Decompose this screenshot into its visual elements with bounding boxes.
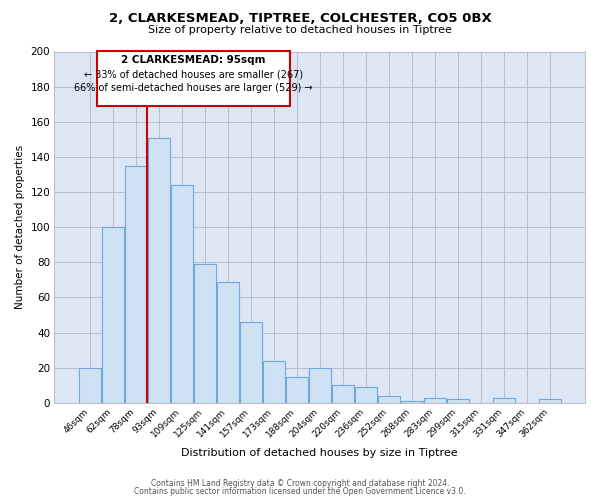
Text: 2 CLARKESMEAD: 95sqm: 2 CLARKESMEAD: 95sqm <box>121 55 265 65</box>
Bar <box>332 386 354 403</box>
Text: Contains HM Land Registry data © Crown copyright and database right 2024.: Contains HM Land Registry data © Crown c… <box>151 478 449 488</box>
Bar <box>79 368 101 403</box>
Bar <box>539 400 561 403</box>
Bar <box>446 400 469 403</box>
Text: 2, CLARKESMEAD, TIPTREE, COLCHESTER, CO5 0BX: 2, CLARKESMEAD, TIPTREE, COLCHESTER, CO5… <box>109 12 491 26</box>
Bar <box>194 264 216 403</box>
Text: 66% of semi-detached houses are larger (529) →: 66% of semi-detached houses are larger (… <box>74 83 313 93</box>
Y-axis label: Number of detached properties: Number of detached properties <box>15 145 25 310</box>
Bar <box>101 227 124 403</box>
Bar <box>401 401 423 403</box>
Text: Size of property relative to detached houses in Tiptree: Size of property relative to detached ho… <box>148 25 452 35</box>
Bar <box>263 360 285 403</box>
Bar <box>493 398 515 403</box>
FancyBboxPatch shape <box>97 52 290 106</box>
Bar <box>148 138 170 403</box>
X-axis label: Distribution of detached houses by size in Tiptree: Distribution of detached houses by size … <box>181 448 458 458</box>
Text: Contains public sector information licensed under the Open Government Licence v3: Contains public sector information licen… <box>134 487 466 496</box>
Bar <box>170 185 193 403</box>
Bar <box>377 396 400 403</box>
Bar <box>286 376 308 403</box>
Bar <box>308 368 331 403</box>
Bar <box>217 282 239 403</box>
Bar <box>239 322 262 403</box>
Bar <box>125 166 147 403</box>
Bar <box>424 398 446 403</box>
Bar <box>355 387 377 403</box>
Text: ← 33% of detached houses are smaller (267): ← 33% of detached houses are smaller (26… <box>83 69 303 79</box>
